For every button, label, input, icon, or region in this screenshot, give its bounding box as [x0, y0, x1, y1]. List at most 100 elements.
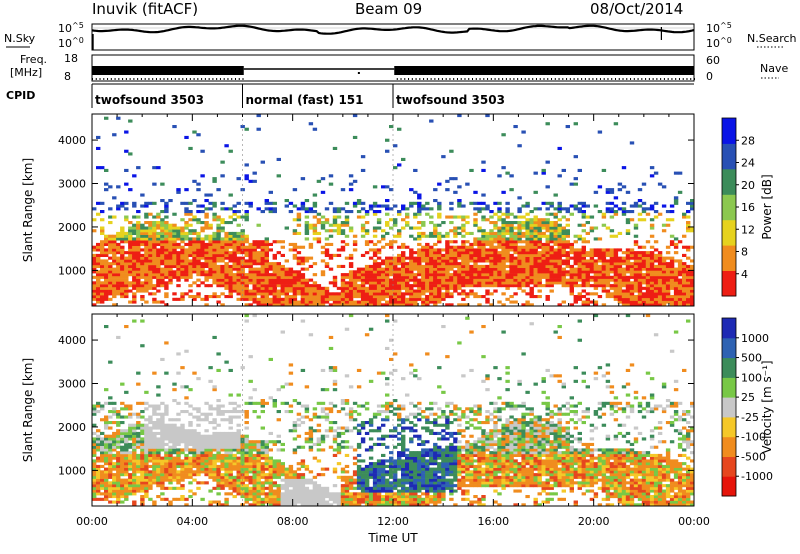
power-panel-cell	[393, 144, 398, 148]
velocity-panel-cell	[252, 473, 257, 477]
power-panel-cell	[682, 212, 687, 216]
power-panel-cell	[605, 226, 611, 230]
power-panel-cell	[204, 270, 209, 274]
power-panel-cell	[180, 295, 185, 299]
power-panel-cell	[184, 242, 189, 246]
power-panel-cell	[264, 267, 269, 271]
velocity-panel-cell	[116, 497, 121, 501]
power-panel-cell	[196, 240, 201, 244]
velocity-panel-cell	[228, 451, 233, 455]
velocity-panel-cell	[216, 448, 221, 452]
power-panel-cell	[312, 289, 318, 293]
velocity-panel-cell	[196, 451, 201, 455]
velocity-panel-cell	[188, 467, 193, 471]
power-panel-cell	[549, 212, 554, 216]
power-panel-cell	[260, 262, 265, 266]
velocity-panel-cell	[172, 437, 177, 441]
nave-dot	[404, 78, 406, 80]
velocity-panel-cell	[144, 401, 149, 405]
power-panel-cell	[453, 259, 458, 263]
power-panel-cell	[280, 275, 285, 279]
velocity-panel-cell	[212, 453, 217, 457]
velocity-panel-cell	[164, 473, 169, 477]
power-panel-cell	[489, 273, 494, 277]
power-panel-cell	[525, 242, 530, 246]
power-panel-cell	[168, 253, 173, 257]
power-panel-cell	[212, 253, 217, 257]
power-panel-cell	[690, 259, 695, 263]
velocity-panel-cell	[120, 434, 125, 438]
velocity-panel-cell	[236, 462, 241, 466]
velocity-panel-cell	[192, 431, 197, 435]
power-panel-cell	[637, 262, 643, 266]
velocity-panel-cell	[124, 484, 129, 488]
power-panel-cell	[633, 259, 639, 263]
power-panel-cell	[609, 292, 615, 296]
velocity-panel-cell	[144, 437, 149, 441]
velocity-panel-cell	[168, 464, 173, 468]
power-panel-cell	[481, 237, 486, 241]
power-panel-cell	[453, 289, 458, 293]
nsearch-tick-label: 10^0	[706, 36, 732, 50]
velocity-panel-cell	[192, 462, 197, 466]
velocity-panel-cell	[140, 484, 145, 488]
power-panel-cell	[577, 259, 582, 263]
power-panel-cell	[188, 231, 193, 235]
power-panel-cell	[417, 242, 422, 246]
power-panel-cell	[264, 284, 269, 288]
velocity-panel-cell	[108, 500, 113, 504]
power-panel-cell	[144, 215, 149, 219]
power-panel-cell	[116, 116, 121, 120]
velocity-panel-cell	[240, 495, 245, 499]
power-panel-cell	[228, 264, 233, 268]
power-panel-cell	[661, 256, 667, 260]
power-panel-cell	[553, 207, 558, 211]
power-panel-cell	[617, 207, 623, 211]
velocity-panel-cell	[252, 388, 257, 392]
power-panel-cell	[629, 295, 635, 299]
velocity-panel-cell	[204, 418, 209, 422]
power-panel-cell	[284, 226, 289, 230]
power-panel-cell	[340, 231, 346, 235]
velocity-panel-cell	[96, 475, 101, 479]
power-panel-cell	[312, 229, 318, 233]
velocity-panel-cell	[204, 434, 209, 438]
velocity-panel-cell	[132, 412, 137, 416]
power-panel-cell	[581, 210, 586, 214]
velocity-panel-cell	[124, 404, 129, 408]
power-panel-cell	[521, 262, 526, 266]
power-panel-cell	[397, 231, 402, 235]
power-panel-cell	[513, 248, 518, 252]
power-panel-cell	[112, 275, 117, 279]
power-panel-cell	[220, 267, 225, 271]
power-panel-cell	[100, 231, 105, 235]
power-panel-cell	[477, 270, 482, 274]
power-panel-cell	[381, 262, 386, 266]
power-panel-cell	[449, 177, 454, 181]
power-panel-cell	[292, 286, 298, 290]
power-panel-cell	[409, 262, 414, 266]
power-panel-cell	[625, 256, 631, 260]
power-panel-cell	[645, 253, 651, 257]
velocity-panel-cell	[112, 495, 117, 499]
power-panel-cell	[433, 229, 438, 233]
velocity-panel-cell	[116, 437, 121, 441]
power-panel-cell	[188, 253, 193, 257]
velocity-panel-cell	[172, 434, 177, 438]
velocity-panel-cell	[236, 481, 241, 485]
power-panel-cell	[665, 264, 671, 268]
power-panel-cell	[433, 289, 438, 293]
velocity-panel-cell	[140, 459, 145, 463]
power-panel-cell	[320, 292, 326, 296]
power-panel-cell	[682, 245, 687, 249]
power-panel-cell	[461, 256, 466, 260]
power-panel-cell	[128, 245, 133, 249]
power-panel-cell	[381, 273, 386, 277]
power-panel-cell	[537, 237, 542, 241]
velocity-panel-cell	[148, 442, 153, 446]
power-panel-cell	[156, 267, 161, 271]
nave-dot	[607, 78, 609, 80]
power-panel-cell	[272, 295, 277, 299]
power-panel-cell	[252, 286, 257, 290]
power-panel-cell	[320, 300, 326, 304]
